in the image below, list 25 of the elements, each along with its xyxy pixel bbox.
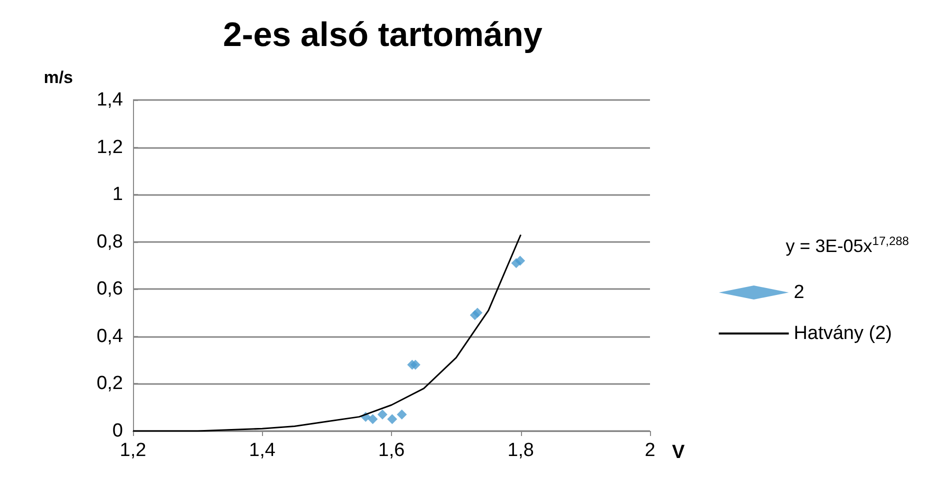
- legend-label: 2: [794, 282, 804, 303]
- y-tick-label: 1: [112, 184, 123, 206]
- y-tick-label: 0,2: [96, 373, 123, 394]
- point: [387, 414, 398, 424]
- y-tick-label: 0: [112, 420, 123, 442]
- line-series: [132, 234, 522, 432]
- point: [377, 409, 388, 420]
- x-tick-label: 2: [644, 440, 656, 461]
- point: [515, 256, 526, 266]
- y-tick-label: 1,2: [96, 136, 123, 158]
- y-tick-label: 0,4: [96, 326, 124, 347]
- y-tick-label: 0,8: [96, 231, 123, 252]
- x-axis-title: V: [672, 442, 685, 463]
- x-tick-label: 1,4: [249, 440, 276, 461]
- chart-title: 2-es alsó tartomány: [223, 16, 542, 54]
- x-tick-label: 1,8: [508, 440, 534, 461]
- point: [368, 414, 378, 424]
- y-tick-label: 1,4: [96, 90, 124, 110]
- point: [410, 360, 420, 370]
- point: [396, 409, 407, 420]
- x-tick-label: 1,6: [378, 440, 405, 461]
- legend-label: Hatvány (2): [794, 323, 892, 344]
- y-axis-title: m/s: [44, 68, 73, 87]
- point: [472, 308, 482, 318]
- y-tick-label: 0,6: [96, 278, 123, 300]
